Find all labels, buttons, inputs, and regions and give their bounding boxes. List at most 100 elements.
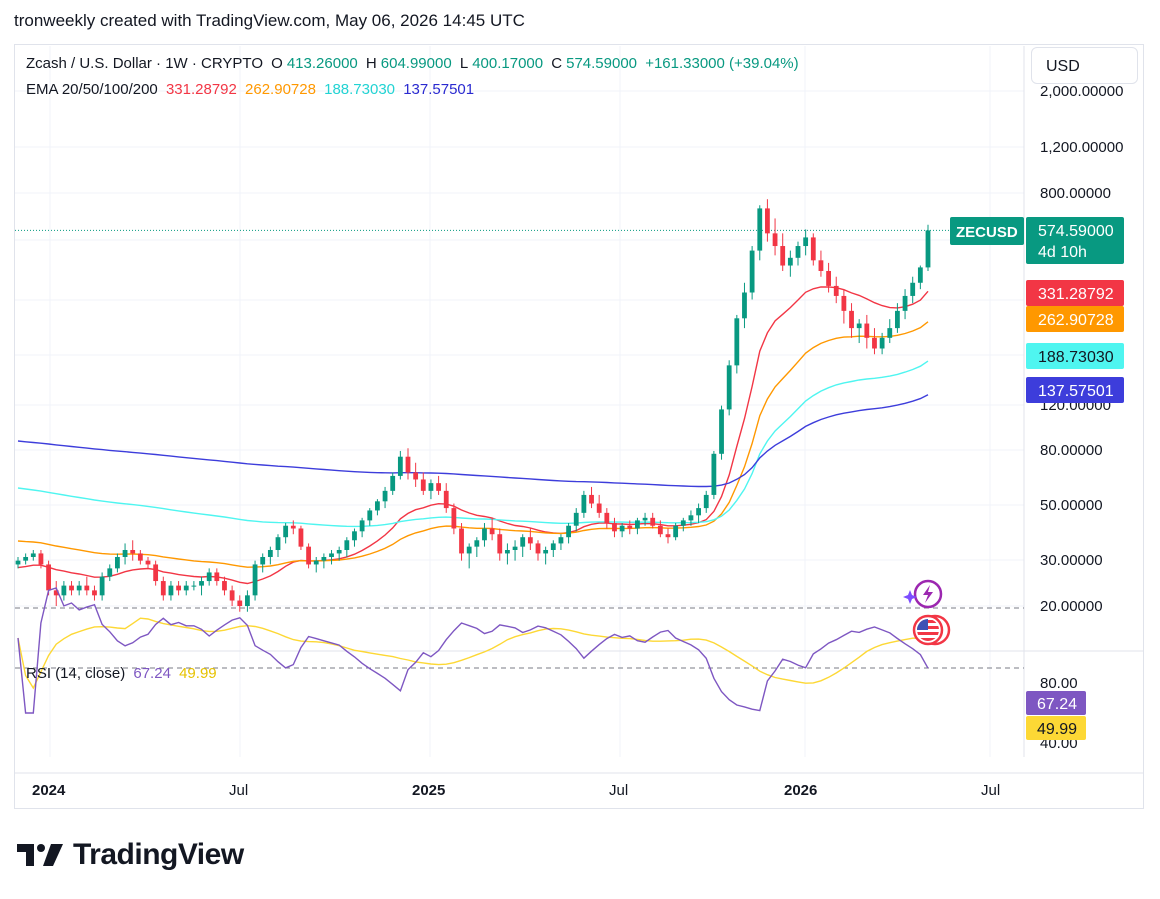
ema-tag-value: 331.28792 <box>1038 286 1114 303</box>
candle-body <box>596 503 602 513</box>
open-value: 413.26000 <box>286 55 358 72</box>
candle <box>787 250 793 277</box>
candle <box>275 534 281 557</box>
candle-body <box>46 564 51 591</box>
candle-body <box>772 233 778 247</box>
rsi-label[interactable]: RSI (14, close) <box>26 665 126 682</box>
ema100-line <box>17 360 929 528</box>
candle-body <box>703 494 709 509</box>
candle <box>130 540 136 561</box>
candle-body <box>160 581 166 596</box>
candle-body <box>69 585 74 591</box>
candle-body <box>168 585 174 596</box>
candle-body <box>757 208 763 251</box>
candle-body <box>283 525 289 538</box>
price-axis-tick-label: 20.00000 <box>1040 598 1103 615</box>
candle-body <box>910 282 916 296</box>
candle-body <box>795 246 801 258</box>
candle <box>229 585 235 606</box>
candle-body <box>665 534 671 538</box>
candle <box>657 520 663 538</box>
candle <box>451 503 457 535</box>
candle <box>795 241 801 266</box>
candle-body <box>887 328 893 338</box>
candle <box>153 560 159 586</box>
candle-body <box>497 534 503 554</box>
candle <box>902 289 908 320</box>
ema-legend: EMA 20/50/100/200 331.28792 262.90728 18… <box>26 81 478 98</box>
us-flag-icon[interactable] <box>909 614 953 646</box>
candle-body <box>260 556 266 565</box>
candle-body <box>803 237 809 247</box>
candle-body <box>872 337 877 349</box>
candle-body <box>558 537 564 544</box>
candle-body <box>443 490 449 509</box>
candle <box>734 314 740 374</box>
rsi-value-tag: 49.99 <box>1026 716 1086 740</box>
symbol-tag-label: ZECUSD <box>956 224 1018 241</box>
candle-body <box>267 549 273 557</box>
tradingview-logo[interactable]: TradingView <box>17 838 244 872</box>
candle <box>367 508 373 526</box>
ema-tag-box <box>1026 377 1124 403</box>
candle <box>336 546 342 561</box>
candle <box>428 479 434 500</box>
ema-tag-value: 188.73030 <box>1038 349 1114 366</box>
rsi-axis-tick-label: 80.00 <box>1040 675 1078 692</box>
time-axis-label: 2025 <box>412 782 445 799</box>
candle <box>245 590 250 612</box>
spark-logo-icon[interactable] <box>902 578 948 610</box>
rsi-value-tag: 67.24 <box>1026 691 1086 715</box>
candle <box>191 581 197 591</box>
ema-tag-box <box>1026 306 1124 332</box>
candle <box>290 520 296 535</box>
symbol-title[interactable]: Zcash / U.S. Dollar · 1W · CRYPTO <box>26 55 263 72</box>
candle-body <box>245 595 250 606</box>
candle <box>726 360 732 416</box>
price-axis-tick-label: 800.00000 <box>1040 185 1111 202</box>
candle <box>183 581 189 596</box>
candle-body <box>23 556 29 561</box>
candle <box>550 540 556 557</box>
candle <box>176 581 181 596</box>
candle <box>267 546 273 565</box>
candle <box>474 537 480 557</box>
candle <box>283 523 289 544</box>
candle <box>833 276 839 304</box>
ema200-line <box>17 394 929 488</box>
ema-label[interactable]: EMA 20/50/100/200 <box>26 81 158 98</box>
candle-body <box>420 479 426 491</box>
candle <box>512 540 518 561</box>
currency-button[interactable]: USD <box>1031 47 1138 84</box>
candle <box>917 265 923 290</box>
ema20-value: 331.28792 <box>165 81 237 98</box>
candle <box>719 405 724 460</box>
candle-body <box>191 585 197 587</box>
candle <box>420 472 426 495</box>
candle-body <box>375 501 380 511</box>
candle-body <box>115 556 120 569</box>
candle-body <box>459 528 464 554</box>
candle <box>673 523 679 541</box>
candle-body <box>925 230 931 268</box>
price-axis-tick-label: 50.00000 <box>1040 497 1103 514</box>
candle-body <box>298 528 304 547</box>
candle-body <box>153 564 159 582</box>
candle-body <box>719 409 724 454</box>
candle <box>841 289 847 324</box>
candle <box>30 549 36 561</box>
candle-body <box>826 270 831 286</box>
time-axis-label: Jul <box>981 782 1000 799</box>
candle <box>15 556 21 569</box>
candle-body <box>137 553 143 561</box>
candle-body <box>505 549 510 554</box>
candle-body <box>237 600 243 606</box>
candle-body <box>359 520 365 532</box>
candle-body <box>183 585 189 591</box>
candle <box>443 483 449 513</box>
candle <box>810 233 816 266</box>
candle-body <box>466 546 472 554</box>
candle-body <box>252 564 258 596</box>
candle <box>466 543 472 569</box>
